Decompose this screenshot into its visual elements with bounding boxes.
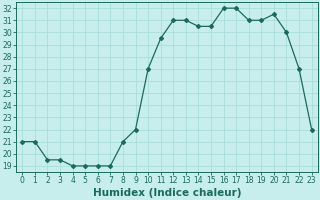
X-axis label: Humidex (Indice chaleur): Humidex (Indice chaleur) [93,188,241,198]
